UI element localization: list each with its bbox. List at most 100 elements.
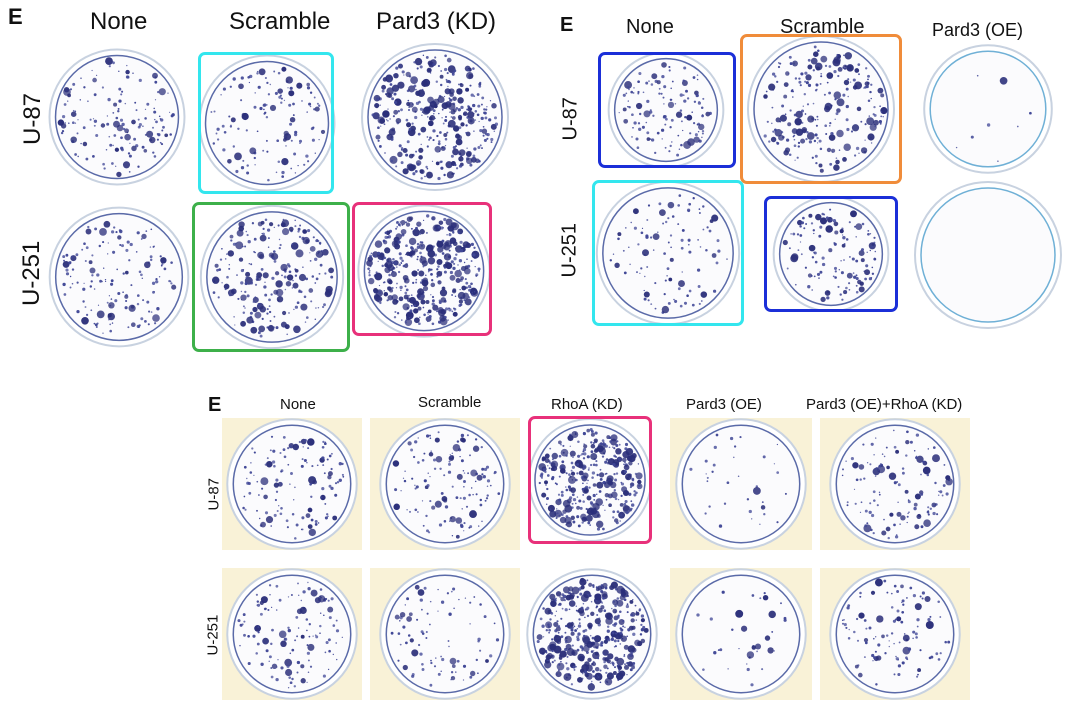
colony	[646, 131, 650, 135]
colony	[906, 430, 909, 434]
colony	[378, 144, 382, 148]
colony	[280, 640, 287, 648]
colony	[427, 120, 434, 127]
colony	[423, 479, 427, 483]
colony	[630, 618, 635, 623]
colony	[465, 131, 468, 134]
colony	[293, 325, 301, 334]
colony	[538, 481, 541, 485]
colony	[454, 145, 458, 148]
colony	[80, 142, 82, 145]
colony	[591, 680, 593, 683]
colony	[548, 625, 551, 628]
colony	[323, 442, 327, 446]
colony	[431, 295, 435, 299]
colony	[864, 524, 868, 528]
colony-well-image	[352, 42, 518, 192]
colony	[864, 139, 866, 141]
colony	[626, 635, 629, 638]
colony	[444, 137, 448, 141]
colony	[405, 262, 408, 266]
colony	[662, 96, 665, 99]
colony	[847, 604, 851, 607]
colony	[305, 154, 309, 158]
colony	[120, 148, 124, 152]
colony	[99, 279, 103, 283]
colony	[915, 433, 920, 437]
colony	[615, 521, 619, 525]
colony	[867, 232, 870, 236]
panel-letter: E	[8, 4, 23, 29]
colony	[137, 165, 140, 168]
colony	[244, 508, 247, 511]
colony	[455, 167, 459, 170]
colony	[852, 462, 859, 469]
colony	[580, 594, 589, 602]
colony	[272, 449, 276, 453]
colony	[560, 493, 564, 497]
colony	[471, 293, 474, 296]
colony	[704, 459, 708, 463]
colony	[603, 609, 607, 612]
colony	[368, 269, 371, 272]
colony	[101, 280, 103, 283]
colony	[541, 456, 547, 461]
colony	[448, 308, 452, 312]
colony	[863, 638, 869, 643]
colony	[488, 118, 492, 122]
colony	[872, 490, 876, 494]
colony	[146, 102, 150, 106]
colony	[553, 645, 562, 654]
colony	[414, 487, 417, 490]
colony	[624, 499, 628, 504]
colony	[280, 666, 284, 670]
colony	[875, 437, 877, 439]
colony	[571, 502, 574, 505]
colony	[386, 299, 389, 302]
colony	[309, 246, 316, 252]
colony	[402, 147, 408, 154]
colony	[215, 132, 218, 135]
colony	[276, 509, 279, 513]
colony	[763, 513, 766, 516]
colony	[588, 582, 593, 587]
colony	[95, 133, 99, 138]
colony	[604, 444, 608, 448]
column-label-scramble: Scramble	[780, 16, 865, 38]
colony	[733, 445, 737, 448]
colony	[709, 617, 713, 621]
colony	[643, 110, 651, 118]
colony	[640, 638, 646, 644]
colony	[212, 291, 216, 294]
colony	[663, 252, 666, 255]
colony	[853, 488, 856, 491]
colony	[634, 472, 638, 476]
colony	[864, 509, 868, 513]
colony	[230, 117, 236, 123]
colony	[429, 434, 431, 437]
colony	[400, 148, 403, 151]
colony	[467, 264, 471, 268]
colony	[119, 229, 123, 234]
colony	[300, 528, 303, 531]
colony	[661, 62, 667, 68]
colony	[405, 641, 408, 645]
colony	[619, 631, 623, 635]
colony	[260, 521, 266, 528]
colony	[901, 610, 905, 614]
colony	[624, 447, 628, 451]
colony	[421, 88, 424, 91]
colony	[297, 164, 299, 167]
colony	[573, 625, 576, 628]
colony	[763, 94, 768, 99]
colony	[328, 484, 332, 488]
colony	[416, 242, 420, 246]
colony	[776, 80, 779, 84]
colony	[618, 111, 620, 114]
colony	[417, 132, 421, 136]
colony	[291, 677, 294, 681]
colony	[852, 78, 856, 82]
colony	[590, 443, 596, 449]
colony	[281, 170, 285, 175]
colony	[861, 222, 865, 226]
